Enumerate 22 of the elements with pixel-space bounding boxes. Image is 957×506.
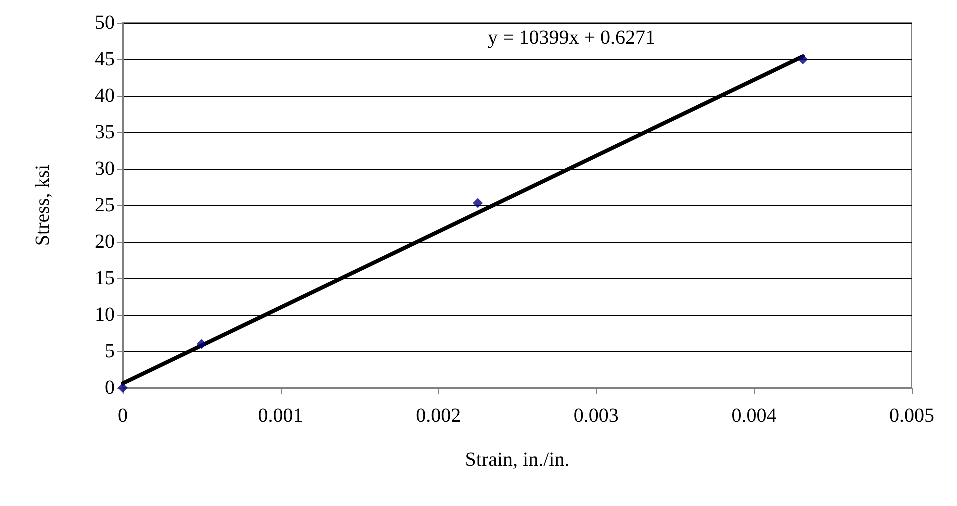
x-axis-title: Strain, in./in. xyxy=(465,449,570,471)
y-axis-title: Stress, ksi xyxy=(32,164,54,246)
y-tick-label: 50 xyxy=(95,12,115,34)
point xyxy=(196,339,207,350)
y-tick-label: 5 xyxy=(105,340,115,362)
point xyxy=(473,198,484,208)
y-tick-label: 15 xyxy=(95,268,115,290)
annotation: y = 10399x + 0.6271 xyxy=(488,27,656,49)
x-tick-label: 0.005 xyxy=(890,405,934,427)
x-tick-label: 0.003 xyxy=(574,405,619,427)
x-tick-label: 0.004 xyxy=(732,405,777,427)
y-tick-label: 0 xyxy=(105,377,115,399)
y-tick-label: 20 xyxy=(95,231,115,253)
y-tick-label: 25 xyxy=(95,194,115,216)
y-tick-label: 10 xyxy=(95,304,115,326)
y-tick-label: 35 xyxy=(95,122,115,144)
x-tick-label: 0.001 xyxy=(258,405,304,427)
point xyxy=(798,54,808,64)
y-tick-label: 45 xyxy=(95,48,115,70)
x-tick-label: 0.002 xyxy=(416,405,462,427)
y-tick-label: 40 xyxy=(95,85,115,107)
y-tick-label: 30 xyxy=(95,158,115,180)
